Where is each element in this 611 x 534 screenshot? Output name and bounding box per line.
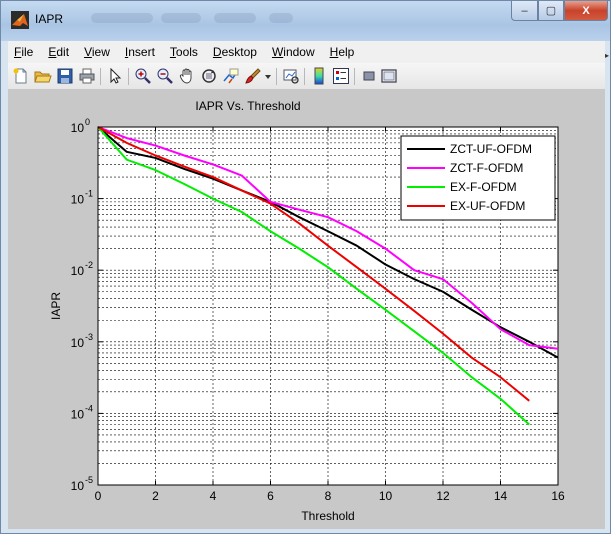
- y-tick-label: 10: [71, 336, 85, 350]
- x-tick-label: 12: [436, 489, 450, 503]
- legend-label: EX-F-OFDM: [450, 180, 517, 194]
- y-tick-label: 10: [71, 407, 85, 421]
- select-arrow-icon[interactable]: [106, 67, 124, 85]
- x-axis-label: Threshold: [301, 509, 354, 523]
- legend-label: ZCT-F-OFDM: [450, 161, 523, 175]
- y-tick-base: 10: [71, 121, 85, 135]
- menu-view[interactable]: View: [84, 45, 110, 59]
- zoom-out-icon[interactable]: [156, 67, 174, 85]
- figure-canvas[interactable]: IAPR Vs. Threshold 0 2 4 6 8 10 12 14 16 10 0 10 -1 1…: [8, 90, 605, 529]
- open-file-icon[interactable]: [34, 67, 52, 85]
- y-tick-exponent: -1: [85, 189, 93, 199]
- maximize-button[interactable]: ▢: [538, 1, 564, 21]
- x-tick-label: 6: [267, 489, 274, 503]
- show-plot-tools-icon[interactable]: [380, 67, 398, 85]
- title-blur-2: [161, 13, 201, 23]
- chart-title: IAPR Vs. Threshold: [195, 99, 300, 113]
- series-lines: [97, 126, 559, 426]
- y-tick-exponent: -5: [85, 475, 93, 485]
- figure-toolbar: [8, 63, 605, 90]
- x-tick-label: 8: [325, 489, 332, 503]
- x-tick-label: 4: [210, 489, 217, 503]
- title-blur-4: [269, 13, 293, 23]
- legend-label: EX-UF-OFDM: [450, 199, 525, 213]
- brush-icon[interactable]: [244, 67, 262, 85]
- y-tick-base: 10: [71, 407, 85, 421]
- y-tick-base: 10: [71, 264, 85, 278]
- y-tick-exponent: -3: [85, 332, 93, 342]
- legend-icon[interactable]: [332, 67, 350, 85]
- x-tick-label: 0: [95, 489, 102, 503]
- x-tick-label: 16: [551, 489, 565, 503]
- new-figure-icon[interactable]: [12, 67, 30, 85]
- matlab-logo-icon: [11, 11, 29, 29]
- y-tick-base: 10: [71, 336, 85, 350]
- y-tick-label: 10: [71, 193, 85, 207]
- menu-edit[interactable]: Edit: [48, 45, 70, 59]
- y-tick-exponent: 0: [85, 117, 90, 127]
- legend-label: ZCT-UF-OFDM: [450, 142, 532, 156]
- series-line-ex-f-ofdm: [97, 126, 530, 426]
- y-tick-label: 10: [71, 264, 85, 278]
- y-axis-label: IAPR: [49, 292, 63, 320]
- hide-plot-tools-icon[interactable]: [360, 67, 378, 85]
- y-tick-label: 10: [71, 479, 85, 493]
- grid-lines: [98, 127, 558, 485]
- close-button[interactable]: X: [564, 1, 608, 21]
- link-plot-icon[interactable]: [282, 67, 300, 85]
- save-icon[interactable]: [56, 67, 74, 85]
- toolbar-separator: [128, 68, 129, 85]
- menu-file[interactable]: File: [14, 45, 34, 59]
- y-tick-exponent: -2: [85, 260, 93, 270]
- toolbar-separator: [276, 68, 277, 85]
- window-title: IAPR: [35, 12, 64, 26]
- menu-window[interactable]: Window: [271, 45, 315, 59]
- title-blur-3: [214, 13, 256, 23]
- y-tick-base: 10: [71, 479, 85, 493]
- series-line-ex-uf-ofdm: [97, 126, 530, 402]
- rotate-3d-icon[interactable]: [200, 67, 218, 85]
- menu-desktop[interactable]: Desktop: [212, 45, 257, 59]
- zoom-in-icon[interactable]: [134, 67, 152, 85]
- minimize-button[interactable]: –: [511, 1, 538, 21]
- brush-dropdown-icon[interactable]: [264, 67, 272, 85]
- series-line-zct-uf-ofdm: [97, 126, 559, 359]
- toolbar-separator: [100, 68, 101, 85]
- x-tick-label: 2: [152, 489, 159, 503]
- menu-overflow-icon[interactable]: ▸: [605, 51, 610, 60]
- y-tick-exponent: -4: [85, 403, 93, 413]
- x-tick-label: 10: [379, 489, 393, 503]
- toolbar-separator: [304, 68, 305, 85]
- title-blur-1: [91, 13, 153, 23]
- menu-tools[interactable]: Tools: [169, 45, 198, 59]
- print-icon[interactable]: [78, 67, 96, 85]
- menu-bar: File Edit View Insert Tools Desktop Wind…: [8, 41, 605, 63]
- data-cursor-icon[interactable]: [222, 67, 240, 85]
- pan-hand-icon[interactable]: [178, 67, 196, 85]
- colorbar-icon[interactable]: [310, 67, 328, 85]
- menu-help[interactable]: Help: [329, 45, 355, 59]
- x-tick-label: 14: [494, 489, 508, 503]
- y-tick-label: 10: [71, 121, 85, 135]
- series-line-zct-f-ofdm: [97, 126, 559, 350]
- menu-insert[interactable]: Insert: [124, 45, 155, 59]
- toolbar-separator: [354, 68, 355, 85]
- y-tick-base: 10: [71, 193, 85, 207]
- title-bar[interactable]: IAPR – ▢ X: [1, 1, 610, 41]
- legend[interactable]: ZCT-UF-OFDM ZCT-F-OFDM EX-F-OFDM EX-UF-OFDM: [400, 135, 556, 221]
